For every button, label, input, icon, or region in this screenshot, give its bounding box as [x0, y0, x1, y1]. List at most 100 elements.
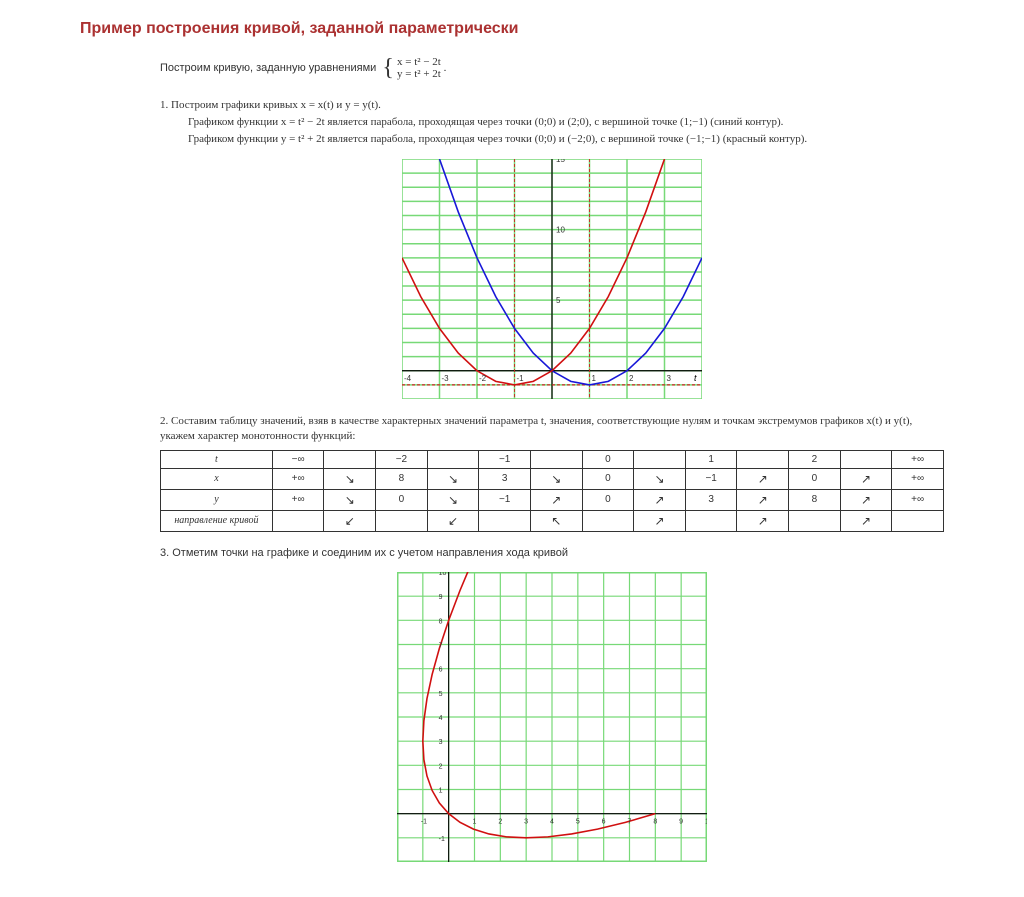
content-body: Построим кривую, заданную уравнениями { …	[80, 52, 944, 865]
table-cell: ↘	[427, 489, 479, 510]
table-cell: −2	[376, 450, 428, 468]
svg-text:9: 9	[439, 595, 443, 602]
svg-text:3: 3	[439, 740, 443, 747]
table-cell: ↙	[427, 510, 479, 531]
table-cell: −1	[479, 450, 531, 468]
svg-text:-1: -1	[517, 374, 525, 383]
svg-text:-2: -2	[479, 374, 487, 383]
table-cell: ↗	[840, 510, 892, 531]
step1-blue: Графиком функции x = t² − 2t является па…	[160, 115, 944, 130]
svg-text:-4: -4	[404, 374, 412, 383]
table-cell: ↙	[324, 510, 376, 531]
table-cell: 0	[582, 489, 634, 510]
table-cell: ↘	[324, 489, 376, 510]
table-cell: +∞	[892, 450, 944, 468]
svg-text:2: 2	[439, 764, 443, 771]
svg-text:2: 2	[498, 819, 502, 826]
table-cell	[324, 450, 376, 468]
svg-text:6: 6	[602, 819, 606, 826]
table-cell: ↗	[737, 510, 789, 531]
table-cell: 0	[582, 468, 634, 489]
table-cell: 1	[685, 450, 737, 468]
eq-y: y = t² + 2t	[397, 68, 441, 80]
svg-text:-1: -1	[421, 819, 427, 826]
brace-icon: {	[382, 55, 394, 81]
table-cell	[789, 510, 841, 531]
table-cell	[530, 450, 582, 468]
svg-text:10: 10	[439, 572, 447, 577]
eq-x: x = t² − 2t	[397, 56, 441, 68]
table-cell: 0	[376, 489, 428, 510]
svg-text:7: 7	[628, 819, 632, 826]
svg-text:8: 8	[439, 619, 443, 626]
table-cell: ↗	[840, 489, 892, 510]
table-cell: ↘	[427, 468, 479, 489]
svg-text:1: 1	[592, 374, 597, 383]
table-cell: +∞	[272, 489, 324, 510]
svg-text:1: 1	[439, 788, 443, 795]
page-title: Пример построения кривой, заданной парам…	[80, 20, 944, 38]
table-cell	[737, 450, 789, 468]
table-rowheader: t	[161, 450, 273, 468]
svg-text:10: 10	[705, 819, 707, 826]
table-cell: ↗	[634, 489, 686, 510]
intro-line: Построим кривую, заданную уравнениями { …	[160, 52, 944, 84]
svg-text:-3: -3	[442, 374, 450, 383]
step3-text: 3. Отметим точки на графике и соединим и…	[160, 546, 944, 561]
step1-red: Графиком функции y = t² + 2t является па…	[160, 132, 944, 147]
svg-text:1: 1	[473, 819, 477, 826]
table-cell	[272, 510, 324, 531]
table-cell	[685, 510, 737, 531]
svg-text:3: 3	[524, 819, 528, 826]
table-cell: 3	[685, 489, 737, 510]
table-cell: ↘	[530, 468, 582, 489]
svg-text:3: 3	[667, 374, 672, 383]
step2-text: 2. Составим таблицу значений, взяв в кач…	[160, 414, 944, 444]
table-cell: 8	[789, 489, 841, 510]
table-rowheader: направление кривой	[161, 510, 273, 531]
table-cell: 0	[582, 450, 634, 468]
svg-text:8: 8	[653, 819, 657, 826]
table-cell: ↗	[737, 489, 789, 510]
intro-text: Построим кривую, заданную уравнениями	[160, 62, 376, 74]
table-cell: ↘	[634, 468, 686, 489]
table-rowheader: y	[161, 489, 273, 510]
table-cell	[840, 450, 892, 468]
svg-text:2: 2	[629, 374, 634, 383]
svg-text:t: t	[694, 373, 697, 383]
table-cell: −∞	[272, 450, 324, 468]
values-table: t−∞−2−1012+∞x+∞↘8↘3↘0↘−1↗0↗+∞y+∞↘0↘−1↗0↗…	[160, 450, 944, 532]
step1-heading: 1. Построим графики кривых x = x(t) и y …	[160, 98, 944, 113]
svg-text:7: 7	[439, 643, 443, 650]
svg-text:10: 10	[556, 226, 565, 235]
svg-text:-1: -1	[439, 836, 445, 843]
table-cell: ↗	[840, 468, 892, 489]
table-cell	[892, 510, 944, 531]
table-cell: 8	[376, 468, 428, 489]
table-cell: +∞	[892, 468, 944, 489]
table-cell: 3	[479, 468, 531, 489]
table-cell: +∞	[892, 489, 944, 510]
parabolas-chart: -4-3-2-1123451015t	[402, 159, 702, 399]
svg-text:9: 9	[679, 819, 683, 826]
table-cell	[479, 510, 531, 531]
svg-text:5: 5	[439, 691, 443, 698]
table-cell: −1	[479, 489, 531, 510]
table-cell: 0	[789, 468, 841, 489]
table-cell: ↗	[530, 489, 582, 510]
system-equations: x = t² − 2t y = t² + 2t	[397, 56, 441, 80]
svg-text:15: 15	[556, 159, 565, 164]
table-cell: +∞	[272, 468, 324, 489]
table-rowheader: x	[161, 468, 273, 489]
svg-text:4: 4	[550, 819, 554, 826]
table-cell	[376, 510, 428, 531]
svg-text:4: 4	[439, 715, 443, 722]
table-cell: ↘	[324, 468, 376, 489]
table-cell: −1	[685, 468, 737, 489]
table-cell	[582, 510, 634, 531]
table-cell	[634, 450, 686, 468]
table-cell: ↖	[530, 510, 582, 531]
table-cell: ↗	[737, 468, 789, 489]
parametric-curve-chart: -1-11122334455667788991010	[397, 572, 707, 862]
svg-text:5: 5	[556, 296, 561, 305]
